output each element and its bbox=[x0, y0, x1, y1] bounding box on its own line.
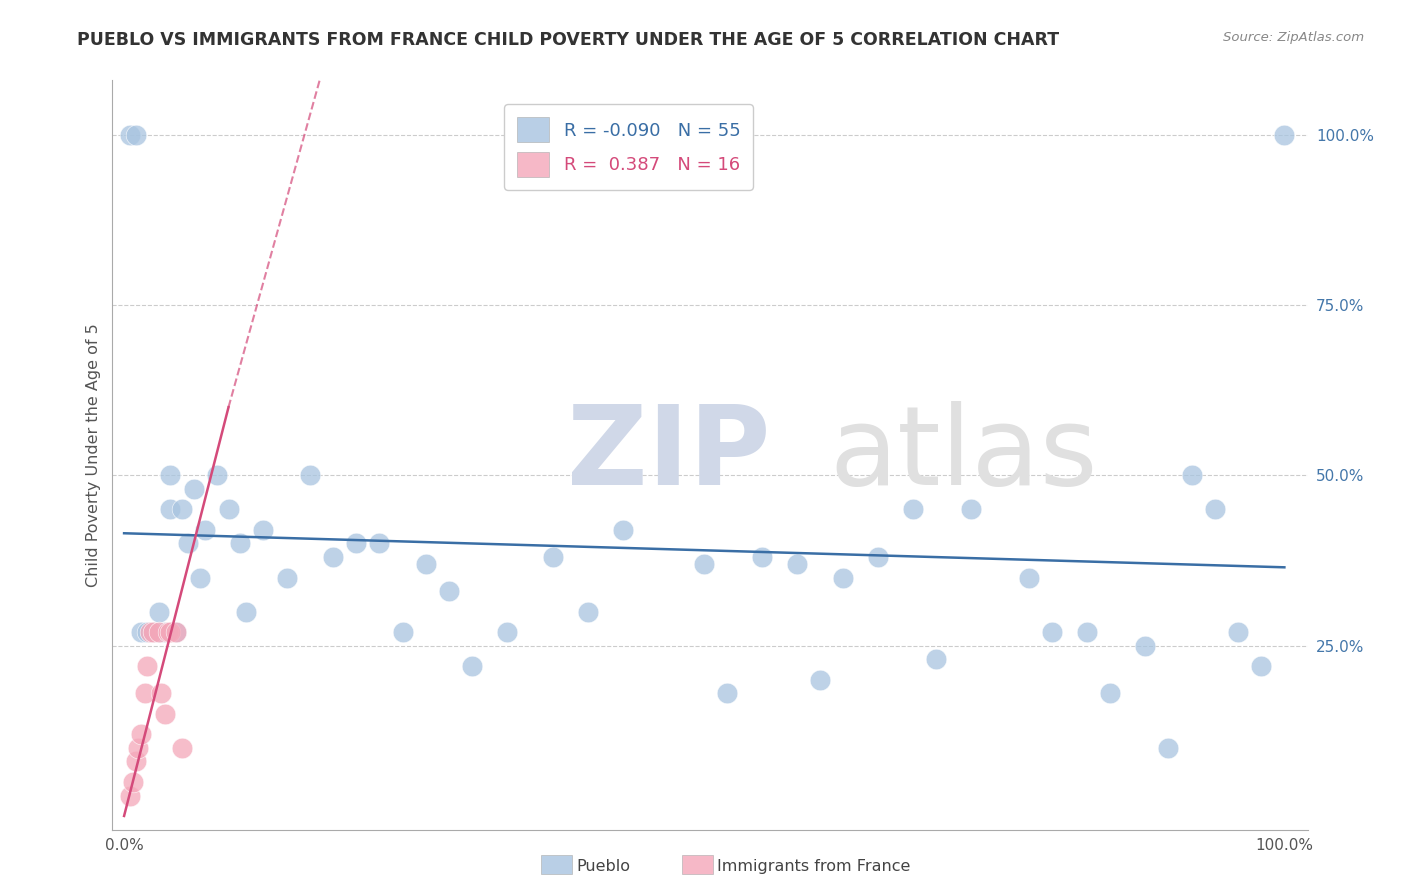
Point bbox=[1157, 740, 1180, 755]
Point bbox=[142, 625, 165, 640]
Point bbox=[172, 502, 194, 516]
Point bbox=[118, 128, 141, 142]
Point bbox=[125, 128, 148, 142]
Point bbox=[298, 468, 321, 483]
Point bbox=[148, 625, 170, 640]
Point bbox=[1040, 625, 1063, 640]
Point bbox=[138, 625, 160, 640]
Point bbox=[252, 523, 274, 537]
Point bbox=[276, 570, 298, 584]
Point bbox=[159, 625, 181, 640]
Point bbox=[437, 584, 460, 599]
Point bbox=[1099, 686, 1122, 700]
Point bbox=[235, 605, 257, 619]
Point bbox=[808, 673, 831, 687]
Point bbox=[136, 625, 159, 640]
Point bbox=[148, 625, 170, 640]
Point bbox=[157, 625, 180, 640]
Point bbox=[122, 775, 145, 789]
Point bbox=[148, 605, 170, 619]
Point bbox=[218, 502, 240, 516]
Point bbox=[188, 570, 211, 584]
Point bbox=[1180, 468, 1202, 483]
Point bbox=[344, 536, 367, 550]
Point bbox=[576, 605, 599, 619]
Point bbox=[1018, 570, 1040, 584]
Point bbox=[901, 502, 924, 516]
Point bbox=[127, 740, 149, 755]
Point bbox=[1204, 502, 1226, 516]
Point bbox=[205, 468, 228, 483]
Point bbox=[131, 727, 153, 741]
Point bbox=[832, 570, 855, 584]
Point bbox=[177, 536, 200, 550]
Text: Pueblo: Pueblo bbox=[576, 859, 630, 873]
Point bbox=[153, 706, 176, 721]
Point bbox=[496, 625, 519, 640]
Point bbox=[751, 550, 773, 565]
Point bbox=[125, 755, 148, 769]
Point bbox=[461, 659, 484, 673]
Text: atlas: atlas bbox=[830, 401, 1098, 508]
Point bbox=[543, 550, 565, 565]
Point bbox=[1133, 639, 1156, 653]
Point bbox=[229, 536, 252, 550]
Point bbox=[415, 557, 437, 571]
Point bbox=[322, 550, 344, 565]
Point bbox=[868, 550, 890, 565]
Point bbox=[391, 625, 413, 640]
Point bbox=[925, 652, 948, 666]
Point bbox=[172, 740, 194, 755]
Point bbox=[1272, 128, 1295, 142]
Point bbox=[159, 468, 181, 483]
Point bbox=[693, 557, 716, 571]
Text: Immigrants from France: Immigrants from France bbox=[717, 859, 911, 873]
Point bbox=[1226, 625, 1249, 640]
Legend: R = -0.090   N = 55, R =  0.387   N = 16: R = -0.090 N = 55, R = 0.387 N = 16 bbox=[503, 104, 752, 190]
Text: ZIP: ZIP bbox=[567, 401, 770, 508]
Point bbox=[1076, 625, 1098, 640]
Point bbox=[183, 482, 205, 496]
Point bbox=[142, 625, 165, 640]
Text: PUEBLO VS IMMIGRANTS FROM FRANCE CHILD POVERTY UNDER THE AGE OF 5 CORRELATION CH: PUEBLO VS IMMIGRANTS FROM FRANCE CHILD P… bbox=[77, 31, 1060, 49]
Point bbox=[118, 789, 141, 803]
Text: Source: ZipAtlas.com: Source: ZipAtlas.com bbox=[1223, 31, 1364, 45]
Point bbox=[1250, 659, 1272, 673]
Point bbox=[165, 625, 187, 640]
Point bbox=[136, 659, 159, 673]
Point bbox=[134, 686, 156, 700]
Point bbox=[131, 625, 153, 640]
Point bbox=[159, 502, 181, 516]
Point bbox=[153, 625, 176, 640]
Point bbox=[716, 686, 738, 700]
Point bbox=[194, 523, 217, 537]
Y-axis label: Child Poverty Under the Age of 5: Child Poverty Under the Age of 5 bbox=[86, 323, 101, 587]
Point bbox=[960, 502, 983, 516]
Point bbox=[165, 625, 187, 640]
Point bbox=[368, 536, 391, 550]
Point bbox=[150, 686, 173, 700]
Point bbox=[612, 523, 634, 537]
Point bbox=[786, 557, 808, 571]
